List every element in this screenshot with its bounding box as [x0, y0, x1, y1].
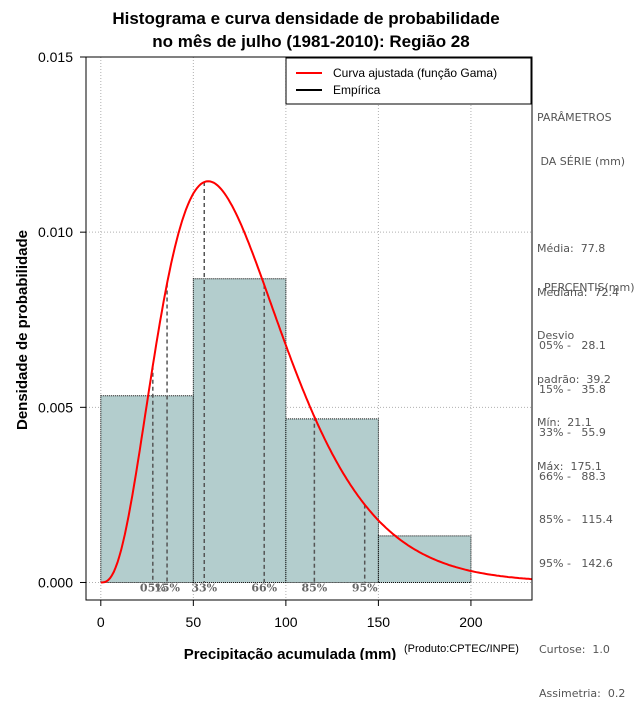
histogram-bar	[100, 395, 194, 583]
stat-skewness: Assimetria: 0.2	[539, 686, 626, 700]
chart-title-line2: no mês de julho (1981-2010): Região 28	[152, 32, 469, 51]
percentile-05: 05% - 28.1	[539, 339, 606, 352]
percentile-label: 66%	[251, 581, 277, 594]
percentile-66: 66% - 88.3	[539, 469, 606, 483]
percentile-15: 15% - 35.8	[539, 382, 606, 396]
y-tick-label: 0.010	[38, 224, 73, 240]
x-axis-note: (Produto:CPTEC/INPE)	[404, 643, 519, 655]
chart-title-line1: Histograma e curva densidade de probabil…	[112, 9, 499, 28]
x-tick-label: 200	[459, 614, 483, 630]
stat-median: Mediana: 72.4	[537, 285, 619, 299]
percentile-label: 33%	[191, 581, 217, 594]
stat-mean: Média: 77.8	[537, 242, 606, 255]
y-tick-label: 0.000	[38, 574, 73, 590]
gamma-curve-layer	[100, 180, 533, 584]
legend-box	[285, 57, 532, 105]
y-tick-label: 0.005	[38, 399, 73, 415]
stat-max: Máx: 175.1	[537, 459, 602, 473]
legend-label-empirical: Empírica	[333, 83, 381, 97]
params-title-2: DA SÉRIE (mm)	[537, 154, 626, 168]
legend: Curva ajustada (função Gama) Empírica	[285, 57, 532, 105]
percentile-95: 95% - 142.6	[539, 556, 613, 570]
stat-min: Mín: 21.1	[537, 416, 592, 429]
percentile-label: 95%	[352, 581, 378, 594]
series-parameters-panel: PARÂMETROS DA SÉRIE (mm) Média: 77.8 Med…	[537, 82, 625, 489]
percentile-lines: 05%15% 33% 66% 85% 95%	[140, 182, 378, 594]
stat-sd-label: Desvio	[537, 329, 575, 342]
percentiles-panel: 05% - 28.1 15% - 35.8 33% - 55.9 66% - 8…	[539, 310, 625, 716]
percentile-label: 05%	[140, 581, 166, 594]
percentile-33: 33% - 55.9	[539, 426, 606, 439]
x-tick-label: 0	[97, 614, 105, 630]
x-tick-label: 100	[274, 614, 298, 630]
y-axis-label: Densidade de probabilidade	[14, 230, 31, 430]
histogram-bar	[285, 418, 379, 583]
histogram-chart: 05%15% 33% 66% 85% 95% 0.0000.0050.0100.0150…	[14, 9, 533, 660]
percentiles-title: PERCENTIS(mm)	[544, 281, 635, 294]
stat-kurtosis: Curtose: 1.0	[539, 643, 610, 656]
params-title-1: PARÂMETROS	[537, 111, 612, 124]
percentile-label: 15%	[154, 581, 180, 594]
stat-sd: padrão: 39.2	[537, 372, 611, 386]
x-tick-label: 150	[367, 614, 391, 630]
legend-label-fitted: Curva ajustada (função Gama)	[333, 66, 497, 80]
y-tick-label: 0.015	[38, 49, 73, 65]
histogram-bar	[377, 535, 472, 583]
axes: 0.000 0.005 0.010 0.015 0 50 100 150 200	[38, 49, 483, 630]
x-axis-label: Precipitação acumulada (mm)	[184, 646, 397, 660]
gamma-curve	[100, 180, 533, 584]
histogram-bars	[100, 278, 472, 583]
percentile-label: 85%	[301, 581, 327, 594]
histogram-bar	[192, 278, 287, 583]
percentile-85: 85% - 115.4	[539, 513, 613, 526]
x-tick-label: 50	[186, 614, 202, 630]
